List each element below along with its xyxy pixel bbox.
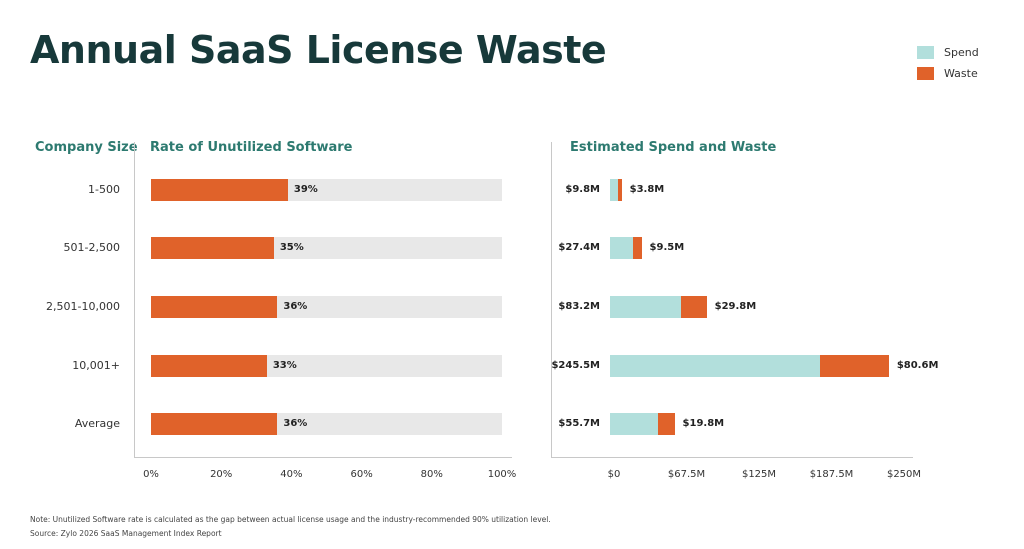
x-tick-label: $187.5M: [809, 469, 854, 480]
spend-bar: [610, 179, 619, 201]
left-y-axis: [134, 142, 135, 458]
legend-label: Waste: [944, 67, 978, 80]
rate-label: 35%: [279, 242, 304, 253]
legend: Spend Waste: [917, 46, 979, 80]
spend-bar: [610, 355, 820, 377]
spend-bar: [610, 413, 658, 435]
legend-item-waste: Waste: [917, 67, 979, 80]
x-tick-label: $250M: [886, 469, 922, 480]
spend-bar: [610, 296, 682, 318]
rate-label: 36%: [283, 418, 308, 429]
spend-label: $9.8M: [565, 184, 600, 195]
category-axis-title: Company Size: [35, 140, 138, 155]
rate-label: 39%: [293, 184, 318, 195]
rate-label: 36%: [283, 301, 308, 312]
x-tick-label: 40%: [280, 469, 303, 480]
waste-bar: [633, 237, 642, 259]
category-label: 2,501-10,000: [46, 300, 120, 313]
legend-swatch-waste: [917, 67, 934, 80]
rate-bar: [151, 296, 278, 318]
waste-bar: [657, 413, 675, 435]
waste-label: $9.5M: [649, 242, 685, 253]
x-tick-label: $125M: [741, 469, 777, 480]
waste-label: $3.8M: [629, 184, 665, 195]
spend-label: $55.7M: [558, 418, 600, 429]
source: Source: Zylo 2026 SaaS Management Index …: [30, 529, 222, 538]
spend-label: $245.5M: [551, 360, 600, 371]
x-tick-label: $67.5M: [667, 469, 706, 480]
left-x-axis: [134, 457, 512, 458]
footnote: Note: Unutilized Software rate is calcul…: [30, 515, 551, 524]
waste-label: $80.6M: [896, 360, 939, 371]
waste-label: $19.8M: [682, 418, 725, 429]
rate-bar: [151, 237, 274, 259]
waste-bar: [618, 179, 622, 201]
x-tick-label: 80%: [420, 469, 443, 480]
rate-bar: [151, 355, 267, 377]
left-chart-title: Rate of Unutilized Software: [150, 140, 353, 155]
x-tick-label: 20%: [210, 469, 233, 480]
page-title: Annual SaaS License Waste: [30, 28, 607, 72]
category-label: 501-2,500: [63, 241, 120, 254]
legend-label: Spend: [944, 46, 979, 59]
rate-bar: [151, 413, 278, 435]
rate-label: 33%: [272, 360, 297, 371]
right-x-axis: [551, 457, 913, 458]
right-y-axis: [551, 142, 552, 458]
spend-label: $27.4M: [558, 242, 600, 253]
spend-label: $83.2M: [558, 301, 600, 312]
x-tick-label: $0: [607, 469, 621, 480]
waste-bar: [819, 355, 889, 377]
spend-bar: [610, 237, 634, 259]
category-label: Average: [74, 417, 120, 430]
rate-bar: [151, 179, 288, 201]
category-label: 1-500: [88, 183, 120, 196]
category-label: 10,001+: [72, 359, 120, 372]
waste-label: $29.8M: [714, 301, 757, 312]
waste-bar: [681, 296, 707, 318]
x-tick-label: 0%: [143, 469, 159, 480]
x-tick-label: 100%: [487, 469, 517, 480]
legend-swatch-spend: [917, 46, 934, 59]
right-chart-title: Estimated Spend and Waste: [570, 140, 777, 155]
legend-item-spend: Spend: [917, 46, 979, 59]
x-tick-label: 60%: [350, 469, 373, 480]
